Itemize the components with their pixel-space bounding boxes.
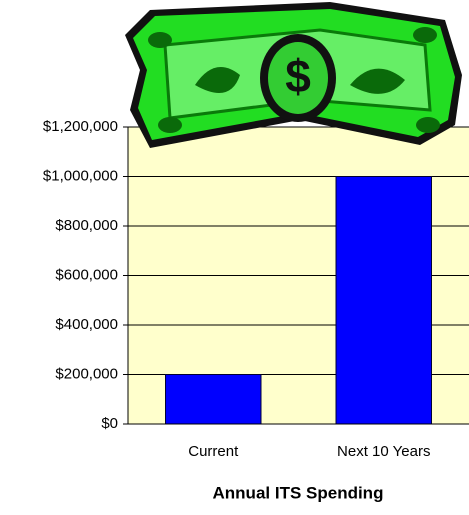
y-tick-label: $200,000 xyxy=(55,365,118,382)
y-tick-label: $1,000,000 xyxy=(43,167,118,184)
y-tick-label: $400,000 xyxy=(55,316,118,333)
x-axis-title: Annual ITS Spending xyxy=(213,483,384,502)
bar xyxy=(335,176,432,425)
y-tick-label: $800,000 xyxy=(55,217,118,234)
dollar-bill-clipart: $ xyxy=(125,2,462,148)
y-tick-label: $1,200,000 xyxy=(43,118,118,135)
x-tick-label: Next 10 Years xyxy=(337,443,430,460)
y-tick-label: $0 xyxy=(101,415,118,432)
y-tick-label: $600,000 xyxy=(55,266,118,283)
x-tick-label: Current xyxy=(188,443,239,460)
svg-text:$: $ xyxy=(285,50,311,102)
bar xyxy=(165,374,262,425)
